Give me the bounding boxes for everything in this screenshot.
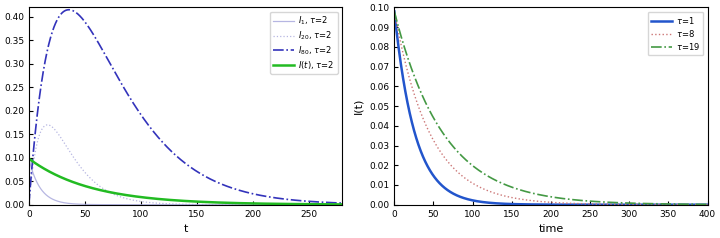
$I(t)$, $\tau$=2 (338, 203, 346, 206)
$I_{20}$, $\tau$=2 (338, 203, 346, 206)
$I_{80}$, $\tau$=2 (145, 124, 153, 127)
$I_{80}$, $\tau$=2 (60, 10, 69, 12)
$\tau$=1 (618, 203, 626, 206)
$\tau$=8 (618, 203, 626, 206)
Line: $I_{80}$, $\tau$=2: $I_{80}$, $\tau$=2 (29, 10, 342, 205)
$\tau$=19 (390, 10, 399, 13)
X-axis label: time: time (539, 224, 564, 234)
$I(t)$, $\tau$=2 (145, 197, 153, 199)
$I_{20}$, $\tau$=2 (60, 142, 69, 145)
$I(t)$, $\tau$=2 (24, 157, 33, 160)
$I_{20}$, $\tau$=2 (145, 201, 153, 204)
$\tau$=1 (521, 203, 530, 206)
$\tau$=8 (390, 10, 399, 13)
$I_{80}$, $\tau$=2 (79, 18, 88, 21)
$\tau$=1 (524, 203, 533, 206)
$I_1$, $\tau$=2 (332, 203, 341, 206)
$\tau$=19 (678, 203, 687, 206)
$\tau$=19 (618, 201, 626, 204)
$I_{20}$, $\tau$=2 (79, 169, 88, 172)
Y-axis label: I(t): I(t) (354, 98, 364, 114)
$\tau$=8 (678, 203, 687, 206)
$\tau$=1 (390, 10, 399, 13)
X-axis label: t: t (184, 224, 188, 234)
$I_1$, $\tau$=2 (24, 157, 33, 160)
$I_{80}$, $\tau$=2 (298, 199, 307, 202)
$I_1$, $\tau$=2 (298, 203, 307, 206)
$\tau$=8 (703, 203, 712, 206)
$I_{20}$, $\tau$=2 (298, 203, 307, 206)
Line: $I_1$, $\tau$=2: $I_1$, $\tau$=2 (29, 159, 342, 205)
Line: $\tau$=19: $\tau$=19 (395, 11, 708, 204)
$I_1$, $\tau$=2 (158, 203, 167, 206)
$I_1$, $\tau$=2 (145, 203, 153, 206)
$I_{20}$, $\tau$=2 (24, 203, 33, 206)
$\tau$=8 (539, 200, 547, 203)
$\tau$=8 (693, 203, 702, 206)
$I(t)$, $\tau$=2 (79, 184, 88, 187)
$\tau$=1 (539, 203, 547, 206)
Line: $I(t)$, $\tau$=2: $I(t)$, $\tau$=2 (29, 159, 342, 204)
Legend: $I_1$, $\tau$=2, $I_{20}$, $\tau$=2, $I_{80}$, $\tau$=2, $I(t)$, $\tau$=2: $I_1$, $\tau$=2, $I_{20}$, $\tau$=2, $I_… (270, 12, 338, 74)
$I_{80}$, $\tau$=2 (65, 8, 73, 11)
Line: $I_{20}$, $\tau$=2: $I_{20}$, $\tau$=2 (29, 125, 342, 205)
$I_{20}$, $\tau$=2 (332, 203, 341, 206)
$I_{80}$, $\tau$=2 (24, 203, 33, 206)
$\tau$=1 (693, 203, 702, 206)
Line: $\tau$=1: $\tau$=1 (395, 11, 708, 205)
$I_{80}$, $\tau$=2 (158, 141, 167, 144)
$\tau$=19 (703, 203, 712, 206)
$I_{20}$, $\tau$=2 (43, 124, 52, 126)
$I(t)$, $\tau$=2 (158, 198, 167, 201)
$I(t)$, $\tau$=2 (332, 203, 341, 206)
$\tau$=19 (521, 190, 530, 193)
$\tau$=1 (678, 203, 687, 206)
$\tau$=19 (524, 191, 533, 194)
$I_1$, $\tau$=2 (60, 201, 69, 204)
$\tau$=8 (524, 199, 533, 202)
$I_{80}$, $\tau$=2 (332, 201, 341, 204)
$\tau$=19 (693, 203, 702, 206)
$I_1$, $\tau$=2 (338, 203, 346, 206)
Legend: $\tau$=1, $\tau$=8, $\tau$=19: $\tau$=1, $\tau$=8, $\tau$=19 (648, 12, 703, 55)
$I_{20}$, $\tau$=2 (158, 202, 167, 205)
$\tau$=8 (521, 198, 530, 201)
$I(t)$, $\tau$=2 (60, 177, 69, 180)
$I_1$, $\tau$=2 (79, 203, 88, 206)
Line: $\tau$=8: $\tau$=8 (395, 11, 708, 205)
$\tau$=19 (539, 194, 547, 197)
$I_{80}$, $\tau$=2 (338, 202, 346, 204)
$I(t)$, $\tau$=2 (298, 203, 307, 206)
$\tau$=1 (703, 203, 712, 206)
